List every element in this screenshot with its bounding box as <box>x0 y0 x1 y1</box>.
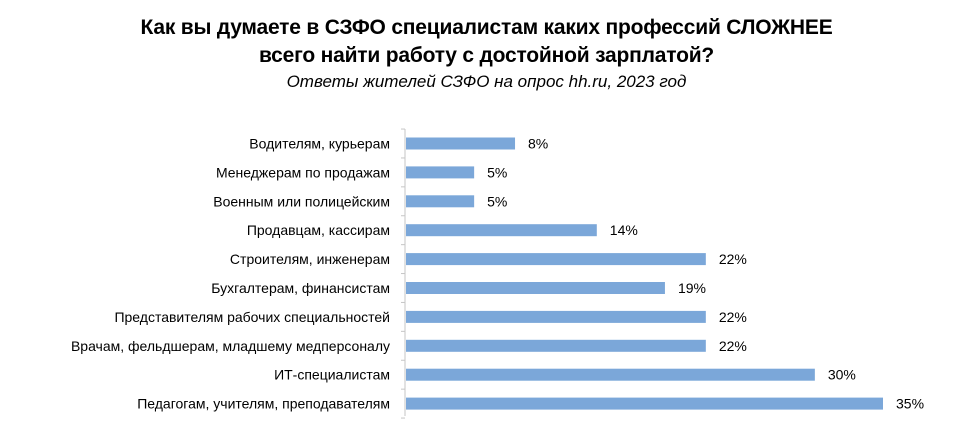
category-label: Врачам, фельдшерам, младшему медперсонал… <box>71 338 390 354</box>
bar <box>406 282 665 294</box>
bar <box>406 224 597 237</box>
value-label: 22% <box>719 309 747 325</box>
chart-title-line-2: всего найти работу с достойной зарплатой… <box>258 44 715 67</box>
value-label: 8% <box>528 136 548 152</box>
value-label: 14% <box>610 222 638 238</box>
value-label: 19% <box>678 280 706 296</box>
category-label: Продавцам, кассирам <box>247 222 390 238</box>
bar <box>406 310 706 323</box>
value-label: 5% <box>487 164 507 180</box>
category-label: Педагогам, учителям, преподавателям <box>137 396 390 412</box>
bar <box>406 368 815 381</box>
bar <box>406 166 475 179</box>
category-label: Военным или полицейским <box>213 193 390 209</box>
chart-subtitle: Ответы жителей СЗФО на опрос hh.ru, 2023… <box>286 72 687 91</box>
category-label: Водителям, курьерам <box>249 136 390 152</box>
value-label: 5% <box>487 193 507 209</box>
value-label: 35% <box>896 396 924 412</box>
chart-title-line-1: Как вы думаете в СЗФО специалистам каких… <box>140 16 833 39</box>
value-label: 22% <box>719 251 747 267</box>
chart-titles: Как вы думаете в СЗФО специалистам каких… <box>0 14 973 93</box>
value-label: 30% <box>828 367 856 383</box>
category-label: Представителям рабочих специальностей <box>114 309 390 325</box>
value-label: 22% <box>719 338 747 354</box>
bar <box>406 253 706 266</box>
category-label: Менеджерам по продажам <box>216 164 390 180</box>
bar <box>406 137 516 150</box>
bar <box>406 195 475 208</box>
category-label: ИТ-специалистам <box>274 367 390 383</box>
bar <box>406 397 883 410</box>
category-label: Бухгалтерам, финансистам <box>211 280 390 296</box>
category-label: Строителям, инженерам <box>230 251 390 267</box>
bar <box>406 339 706 352</box>
